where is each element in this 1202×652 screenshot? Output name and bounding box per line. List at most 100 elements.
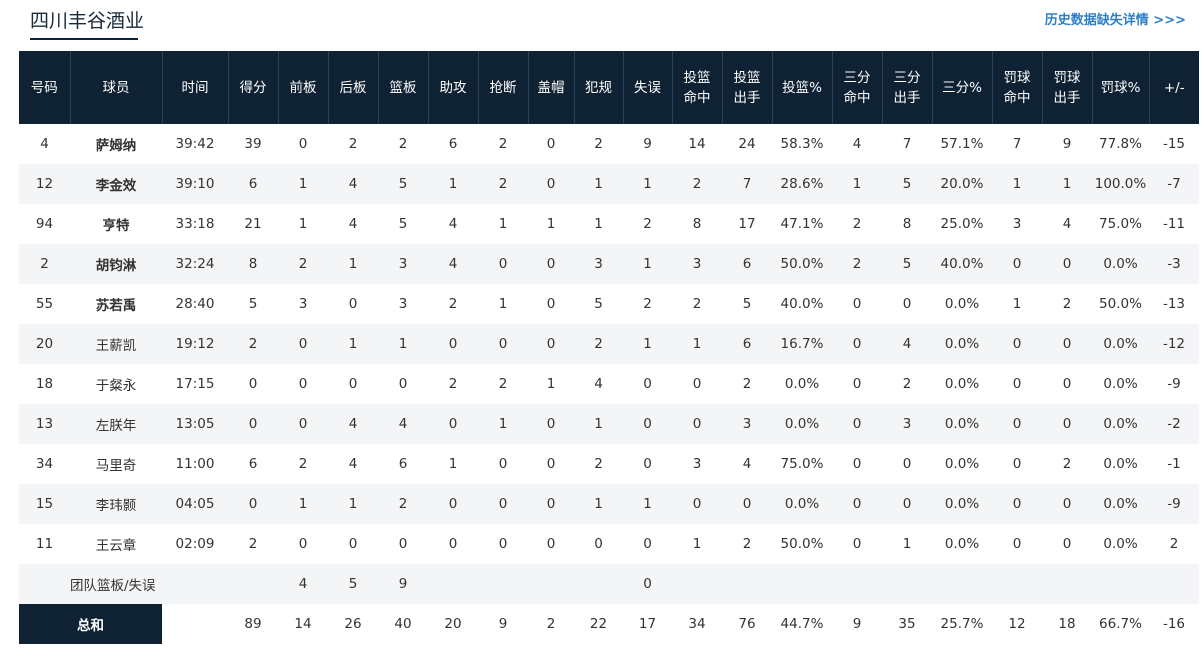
column-header[interactable]: 投篮 命中 <box>672 51 723 124</box>
stat-cell: 0.0% <box>1092 324 1149 364</box>
stat-cell: 0 <box>328 364 378 404</box>
stat-cell: 2 <box>19 244 70 284</box>
stat-cell: 2 <box>428 364 478 404</box>
stat-cell: 0 <box>992 244 1042 284</box>
column-header[interactable]: 篮板 <box>378 51 429 124</box>
column-header[interactable]: 号码 <box>19 51 71 124</box>
stat-cell: 4 <box>328 404 378 444</box>
column-header[interactable]: 三分 命中 <box>832 51 883 124</box>
stat-cell: 0.0% <box>1092 524 1149 564</box>
stat-cell: -3 <box>1149 244 1199 284</box>
stat-cell: 6 <box>722 324 772 364</box>
stat-cell: 2 <box>1042 444 1092 484</box>
stat-cell: 100.0% <box>1092 164 1149 204</box>
team-stats-label: 团队篮板/失误 <box>19 564 228 604</box>
column-header[interactable]: 罚球% <box>1092 51 1150 124</box>
player-name[interactable]: 马里奇 <box>70 444 162 484</box>
column-header[interactable]: 投篮 出手 <box>722 51 773 124</box>
stat-cell: 0 <box>478 444 528 484</box>
stat-cell: 0 <box>722 484 772 524</box>
stat-cell: 0 <box>428 404 478 444</box>
stat-cell: 0 <box>1042 524 1092 564</box>
stat-cell: 18 <box>19 364 70 404</box>
stat-cell: 50.0% <box>1092 284 1149 324</box>
team-stat-cell <box>722 564 772 604</box>
stat-cell: 1 <box>623 164 672 204</box>
column-header[interactable]: 三分% <box>932 51 993 124</box>
stat-cell: 11:00 <box>162 444 228 484</box>
column-header[interactable]: 前板 <box>278 51 329 124</box>
stat-cell: 0.0% <box>932 364 992 404</box>
column-header[interactable]: 罚球 出手 <box>1042 51 1093 124</box>
stat-cell: 3 <box>378 244 428 284</box>
stat-cell: 5 <box>228 284 278 324</box>
player-name[interactable]: 胡钧淋 <box>70 244 162 284</box>
team-stat-cell: 4 <box>278 564 328 604</box>
column-header[interactable]: 后板 <box>328 51 379 124</box>
player-name[interactable]: 李玮颢 <box>70 484 162 524</box>
player-name[interactable]: 王云章 <box>70 524 162 564</box>
stat-cell: 3 <box>672 244 722 284</box>
stat-cell: 0 <box>278 324 328 364</box>
stat-cell: 0 <box>228 404 278 444</box>
team-stat-cell <box>528 564 574 604</box>
player-name[interactable]: 亨特 <box>70 204 162 244</box>
stat-cell: -1 <box>1149 444 1199 484</box>
stat-cell: 2 <box>832 244 882 284</box>
stat-cell: 50.0% <box>772 524 832 564</box>
team-stat-cell <box>428 564 478 604</box>
column-header[interactable]: 三分 出手 <box>882 51 933 124</box>
stat-cell: 1 <box>574 484 623 524</box>
history-data-link[interactable]: 历史数据缺失详情 >>> <box>1044 13 1186 28</box>
stat-cell: 1 <box>672 524 722 564</box>
player-name[interactable]: 李金效 <box>70 164 162 204</box>
player-name[interactable]: 王薪凯 <box>70 324 162 364</box>
column-header[interactable]: 失误 <box>623 51 673 124</box>
column-header[interactable]: 投篮% <box>772 51 833 124</box>
stat-cell: 1 <box>528 364 574 404</box>
player-name[interactable]: 苏若禹 <box>70 284 162 324</box>
stat-cell: 1 <box>478 284 528 324</box>
stat-cell: 1 <box>278 164 328 204</box>
stat-cell: 21 <box>228 204 278 244</box>
team-stat-cell <box>1092 564 1149 604</box>
column-header[interactable]: 盖帽 <box>528 51 575 124</box>
stat-cell: 13 <box>19 404 70 444</box>
column-header[interactable]: 助攻 <box>428 51 479 124</box>
column-header[interactable]: 罚球 命中 <box>992 51 1043 124</box>
column-header[interactable]: +/- <box>1149 51 1199 124</box>
total-stat-cell: 22 <box>574 604 623 644</box>
stat-cell: 20.0% <box>932 164 992 204</box>
stat-cell: 4 <box>428 244 478 284</box>
player-name[interactable]: 左朕年 <box>70 404 162 444</box>
stat-cell: 2 <box>1149 524 1199 564</box>
total-stat-cell: 66.7% <box>1092 604 1149 644</box>
stat-cell: 94 <box>19 204 70 244</box>
stat-cell: 4 <box>722 444 772 484</box>
team-stat-cell <box>1149 564 1199 604</box>
stat-cell: 0.0% <box>932 444 992 484</box>
stat-cell: 1 <box>574 164 623 204</box>
column-header[interactable]: 得分 <box>228 51 279 124</box>
stat-cell: 20 <box>19 324 70 364</box>
stat-cell: 12 <box>19 164 70 204</box>
stat-cell: 1 <box>428 164 478 204</box>
player-name[interactable]: 于粲永 <box>70 364 162 404</box>
stat-cell: 1 <box>478 404 528 444</box>
column-header[interactable]: 抢断 <box>478 51 529 124</box>
stat-cell: 77.8% <box>1092 124 1149 164</box>
player-name[interactable]: 萨姆纳 <box>70 124 162 164</box>
stat-cell: 4 <box>832 124 882 164</box>
stat-cell: 0 <box>623 524 672 564</box>
stat-cell: 50.0% <box>772 244 832 284</box>
stat-cell: 0 <box>528 284 574 324</box>
stat-cell: 0 <box>1042 324 1092 364</box>
stat-cell: 25.0% <box>932 204 992 244</box>
player-row: 12 李金效 39:10 6 1 4 5 1 2 0 1 1 2 7 28.6% 1 5 20.0% 1 1 100.0… <box>19 164 1199 204</box>
column-header[interactable]: 时间 <box>162 51 229 124</box>
column-header[interactable]: 犯规 <box>574 51 624 124</box>
team-stat-cell <box>992 564 1042 604</box>
column-header[interactable]: 球员 <box>70 51 163 124</box>
stat-cell: 4 <box>328 204 378 244</box>
stat-cell: 4 <box>19 124 70 164</box>
